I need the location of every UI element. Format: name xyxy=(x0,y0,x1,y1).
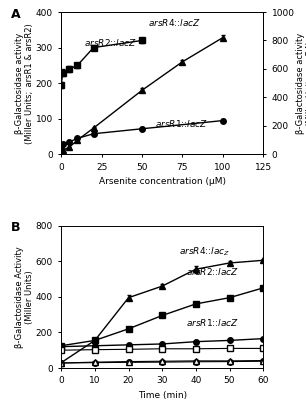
Text: B: B xyxy=(11,221,20,234)
X-axis label: Arsenite concentration (μM): Arsenite concentration (μM) xyxy=(99,177,226,186)
Text: $\it{arsR}$1::$\it{lacZ}$: $\it{arsR}$1::$\it{lacZ}$ xyxy=(186,317,239,328)
Text: $\it{arsR}$1::$\it{lacZ}$: $\it{arsR}$1::$\it{lacZ}$ xyxy=(155,118,208,129)
Text: $\it{arsR}$2::$\it{lacZ}$: $\it{arsR}$2::$\it{lacZ}$ xyxy=(84,37,137,48)
X-axis label: Time (min): Time (min) xyxy=(138,391,187,400)
Y-axis label: β-Galactosidase Activity
(Miller Units): β-Galactosidase Activity (Miller Units) xyxy=(15,246,34,348)
Y-axis label: β-Galactosidase activity
(Miller Units;  arsR4): β-Galactosidase activity (Miller Units; … xyxy=(296,32,306,134)
Text: $\it{arsR}$4::$\it{lacZ}$: $\it{arsR}$4::$\it{lacZ}$ xyxy=(148,17,202,28)
Text: $\it{arsR}$4::$\it{lac}_{Z}$: $\it{arsR}$4::$\it{lac}_{Z}$ xyxy=(179,246,230,258)
Y-axis label: β-Galactosidase activity
(Miller Units;  arsR1 & arsR2): β-Galactosidase activity (Miller Units; … xyxy=(15,23,34,144)
Text: $\it{arsR}$2::$\it{lacZ}$: $\it{arsR}$2::$\it{lacZ}$ xyxy=(186,266,239,278)
Text: A: A xyxy=(11,8,20,21)
